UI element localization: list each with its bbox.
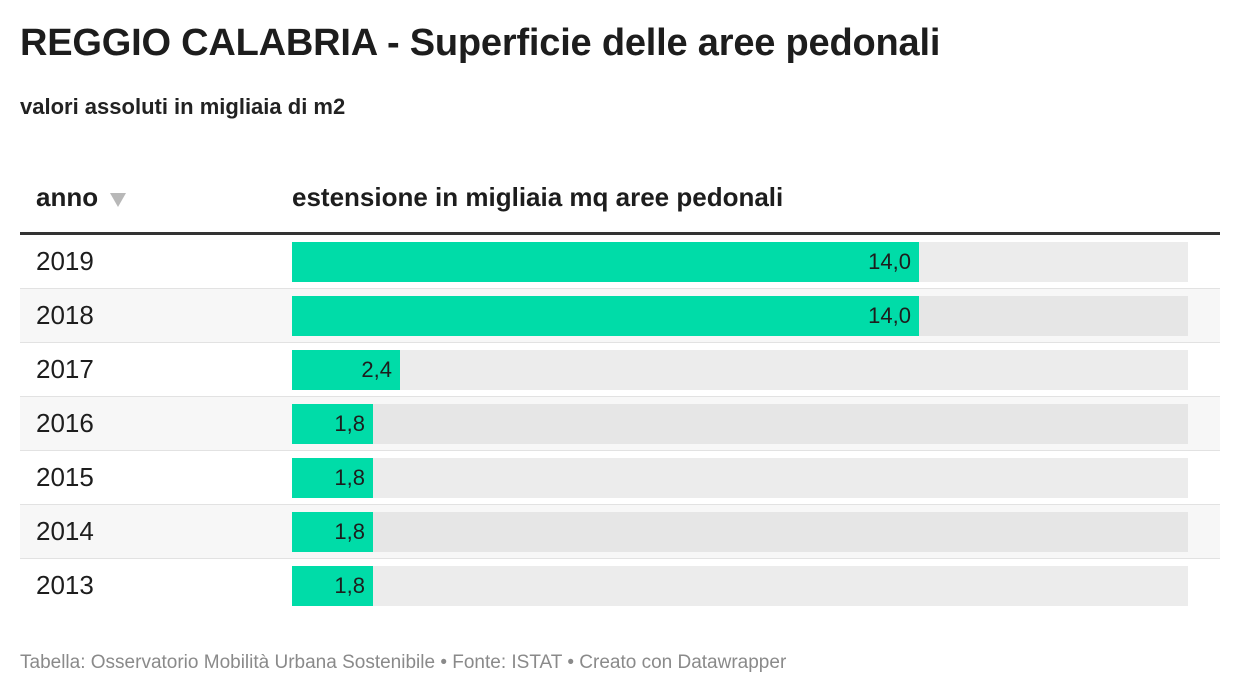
table-header: anno estensione in migliaia mq aree pedo…	[20, 172, 1220, 235]
table-body: 2019 14,0 2018 14,0 2017 2,4 2016 1,8 2015 1,8 201…	[20, 235, 1220, 612]
bar	[292, 512, 373, 552]
bar	[292, 404, 373, 444]
bar	[292, 566, 373, 606]
bar-track: 14,0	[292, 296, 1188, 336]
row-year: 2018	[36, 300, 94, 330]
bar-value-label: 14,0	[868, 249, 911, 274]
row-year: 2014	[36, 516, 94, 546]
column-header-year-label: anno	[36, 182, 99, 212]
bar	[292, 458, 373, 498]
page-title: REGGIO CALABRIA - Superficie delle aree …	[20, 22, 941, 64]
bar	[292, 296, 919, 336]
bar-value-label: 1,8	[334, 519, 365, 544]
table-row: 2014 1,8	[20, 505, 1220, 559]
table-row: 2019 14,0	[20, 235, 1220, 289]
row-year: 2015	[36, 462, 94, 492]
bar	[292, 350, 400, 390]
row-year: 2017	[36, 354, 94, 384]
bar-track: 1,8	[292, 404, 1188, 444]
table-row: 2018 14,0	[20, 289, 1220, 343]
table-row: 2013 1,8	[20, 559, 1220, 612]
bar-value-label: 1,8	[334, 465, 365, 490]
table-row: 2015 1,8	[20, 451, 1220, 505]
bar-track: 1,8	[292, 512, 1188, 552]
bar-value-label: 2,4	[361, 357, 392, 382]
column-header-year[interactable]: anno	[36, 182, 127, 213]
footer-credits: Tabella: Osservatorio Mobilità Urbana So…	[20, 652, 787, 673]
row-year: 2016	[36, 408, 94, 438]
row-year: 2019	[36, 246, 94, 276]
bar-value-label: 1,8	[334, 411, 365, 436]
sort-descending-icon[interactable]	[110, 192, 127, 207]
bar	[292, 242, 919, 282]
bar-track: 1,8	[292, 458, 1188, 498]
page-subtitle: valori assoluti in migliaia di m2	[20, 94, 346, 119]
bar-value-label: 1,8	[334, 573, 365, 598]
bar-track: 14,0	[292, 242, 1188, 282]
bar-track: 2,4	[292, 350, 1188, 390]
bar-track: 1,8	[292, 566, 1188, 606]
data-table: anno estensione in migliaia mq aree pedo…	[20, 172, 1220, 612]
bar-value-label: 14,0	[868, 303, 911, 328]
table-row: 2017 2,4	[20, 343, 1220, 397]
table-row: 2016 1,8	[20, 397, 1220, 451]
row-year: 2013	[36, 570, 94, 600]
column-header-value: estensione in migliaia mq aree pedonali	[292, 182, 784, 212]
